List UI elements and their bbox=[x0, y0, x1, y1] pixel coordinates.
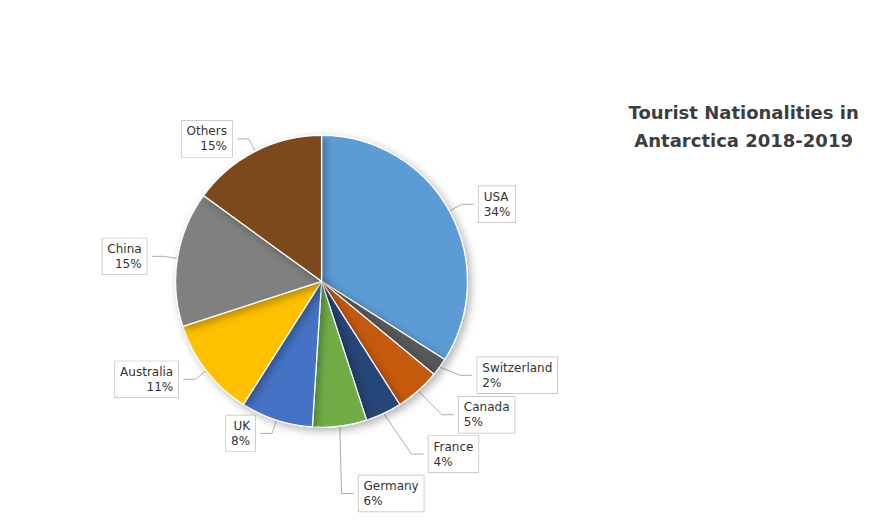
svg-text:Switzerland: Switzerland bbox=[482, 361, 552, 375]
svg-text:USA: USA bbox=[484, 190, 510, 204]
svg-text:11%: 11% bbox=[147, 380, 174, 394]
svg-text:Others: Others bbox=[187, 124, 227, 138]
svg-text:5%: 5% bbox=[464, 415, 483, 429]
svg-text:6%: 6% bbox=[364, 494, 383, 508]
svg-text:France: France bbox=[434, 440, 474, 454]
svg-text:8%: 8% bbox=[231, 434, 250, 448]
svg-text:34%: 34% bbox=[484, 205, 511, 219]
svg-text:4%: 4% bbox=[434, 455, 453, 469]
svg-text:15%: 15% bbox=[115, 257, 142, 271]
svg-text:UK: UK bbox=[233, 419, 251, 433]
svg-text:Canada: Canada bbox=[464, 400, 510, 414]
svg-text:Germany: Germany bbox=[364, 479, 419, 493]
svg-text:China: China bbox=[107, 242, 141, 256]
svg-text:Tourist Nationalities in: Tourist Nationalities in bbox=[628, 102, 858, 123]
svg-text:Antarctica 2018-2019: Antarctica 2018-2019 bbox=[634, 130, 853, 151]
svg-text:15%: 15% bbox=[200, 139, 227, 153]
svg-text:2%: 2% bbox=[482, 376, 501, 390]
svg-text:Australia: Australia bbox=[120, 365, 173, 379]
